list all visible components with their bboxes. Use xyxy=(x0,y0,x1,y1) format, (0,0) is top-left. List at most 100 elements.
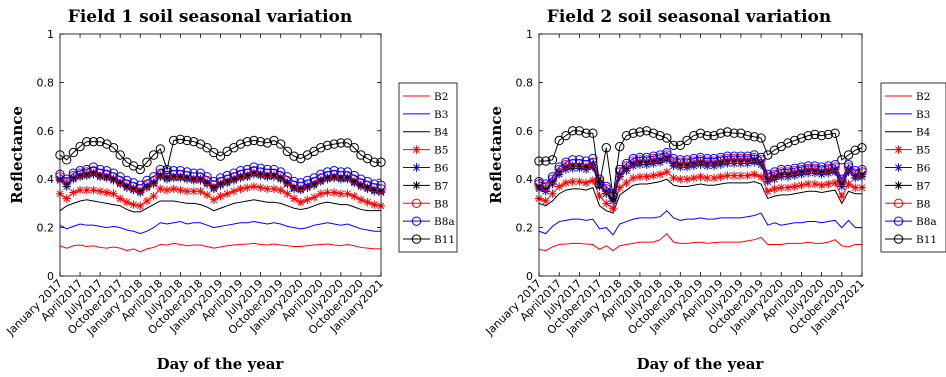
data-point xyxy=(82,170,91,179)
data-point xyxy=(88,162,99,172)
data-point xyxy=(608,204,618,213)
data-point xyxy=(837,176,847,187)
data-point xyxy=(729,128,739,138)
data-point xyxy=(336,189,346,198)
data-point xyxy=(575,161,584,171)
data-point xyxy=(547,155,558,165)
data-point xyxy=(547,174,558,184)
data-point xyxy=(689,153,699,164)
data-point xyxy=(676,175,685,184)
data-point xyxy=(843,159,854,170)
data-point xyxy=(249,166,259,176)
data-point xyxy=(851,183,860,192)
legend-label: B7 xyxy=(434,180,448,192)
data-point xyxy=(722,127,733,137)
series-b5 xyxy=(55,182,386,211)
data-point xyxy=(95,187,105,196)
data-point xyxy=(547,172,558,182)
legend-label: B8a xyxy=(916,216,937,228)
data-point xyxy=(95,136,105,147)
data-point xyxy=(655,152,665,163)
y-tick-label: 0.8 xyxy=(37,76,55,89)
data-point xyxy=(715,128,726,138)
legend-label: B5 xyxy=(916,145,930,157)
data-point xyxy=(283,189,292,198)
data-point xyxy=(169,184,178,194)
data-point xyxy=(703,159,712,168)
data-point xyxy=(682,155,692,165)
data-point xyxy=(615,164,625,175)
data-point xyxy=(262,164,273,175)
data-point xyxy=(622,178,631,188)
data-point xyxy=(148,150,159,160)
data-point xyxy=(296,197,305,207)
data-point xyxy=(209,183,219,192)
data-point xyxy=(302,175,313,186)
y-tick-label: 1 xyxy=(47,28,54,41)
data-point xyxy=(803,166,813,175)
data-point xyxy=(850,166,860,176)
data-point xyxy=(262,138,273,148)
data-point xyxy=(695,152,706,163)
data-point xyxy=(269,171,279,180)
data-point xyxy=(554,182,564,191)
data-point xyxy=(635,172,645,181)
data-point xyxy=(222,189,232,198)
data-point xyxy=(561,157,571,167)
data-point xyxy=(175,134,186,144)
data-point xyxy=(256,170,265,179)
data-point xyxy=(736,153,746,164)
chart-field-2: Field 2 soil seasonal variation Reflecta… xyxy=(482,7,946,373)
legend-marker xyxy=(894,145,903,154)
data-point xyxy=(296,181,306,192)
data-point xyxy=(129,184,138,194)
data-point xyxy=(790,163,800,174)
legend-marker xyxy=(412,181,421,190)
data-point xyxy=(742,130,753,141)
data-point xyxy=(322,170,333,181)
data-point xyxy=(648,151,659,161)
data-point xyxy=(615,170,624,179)
data-point xyxy=(709,130,719,141)
series-line xyxy=(538,154,863,198)
legend-marker xyxy=(893,234,904,244)
data-point xyxy=(169,172,178,181)
data-point xyxy=(682,175,692,184)
series-b11 xyxy=(55,134,386,175)
data-point xyxy=(168,166,179,176)
data-point xyxy=(229,187,239,196)
data-point xyxy=(642,172,651,181)
data-point xyxy=(763,150,773,160)
data-point xyxy=(136,187,145,196)
data-point xyxy=(329,139,339,149)
data-point xyxy=(102,169,112,180)
data-point xyxy=(263,171,272,180)
data-point xyxy=(696,172,705,181)
data-point xyxy=(588,128,598,138)
data-point xyxy=(837,179,847,189)
data-point xyxy=(554,135,564,146)
data-point xyxy=(588,160,598,169)
data-point xyxy=(95,164,105,175)
y-axis-label: Reflectance xyxy=(8,106,26,204)
data-point xyxy=(621,130,632,141)
data-point xyxy=(162,164,172,175)
data-point xyxy=(142,196,152,206)
data-point xyxy=(336,173,346,183)
y-tick-label: 0 xyxy=(526,270,533,283)
legend-label: B3 xyxy=(434,109,448,121)
data-point xyxy=(276,173,285,183)
series-b2 xyxy=(538,232,862,252)
data-point xyxy=(269,164,279,175)
plot-area xyxy=(60,34,381,276)
data-point xyxy=(669,173,678,183)
data-point xyxy=(763,175,772,184)
data-point xyxy=(790,182,799,191)
data-point xyxy=(810,161,820,171)
data-point xyxy=(235,166,246,176)
data-point xyxy=(554,164,564,175)
data-point xyxy=(837,191,847,201)
data-point xyxy=(323,173,332,183)
data-point xyxy=(215,176,226,187)
